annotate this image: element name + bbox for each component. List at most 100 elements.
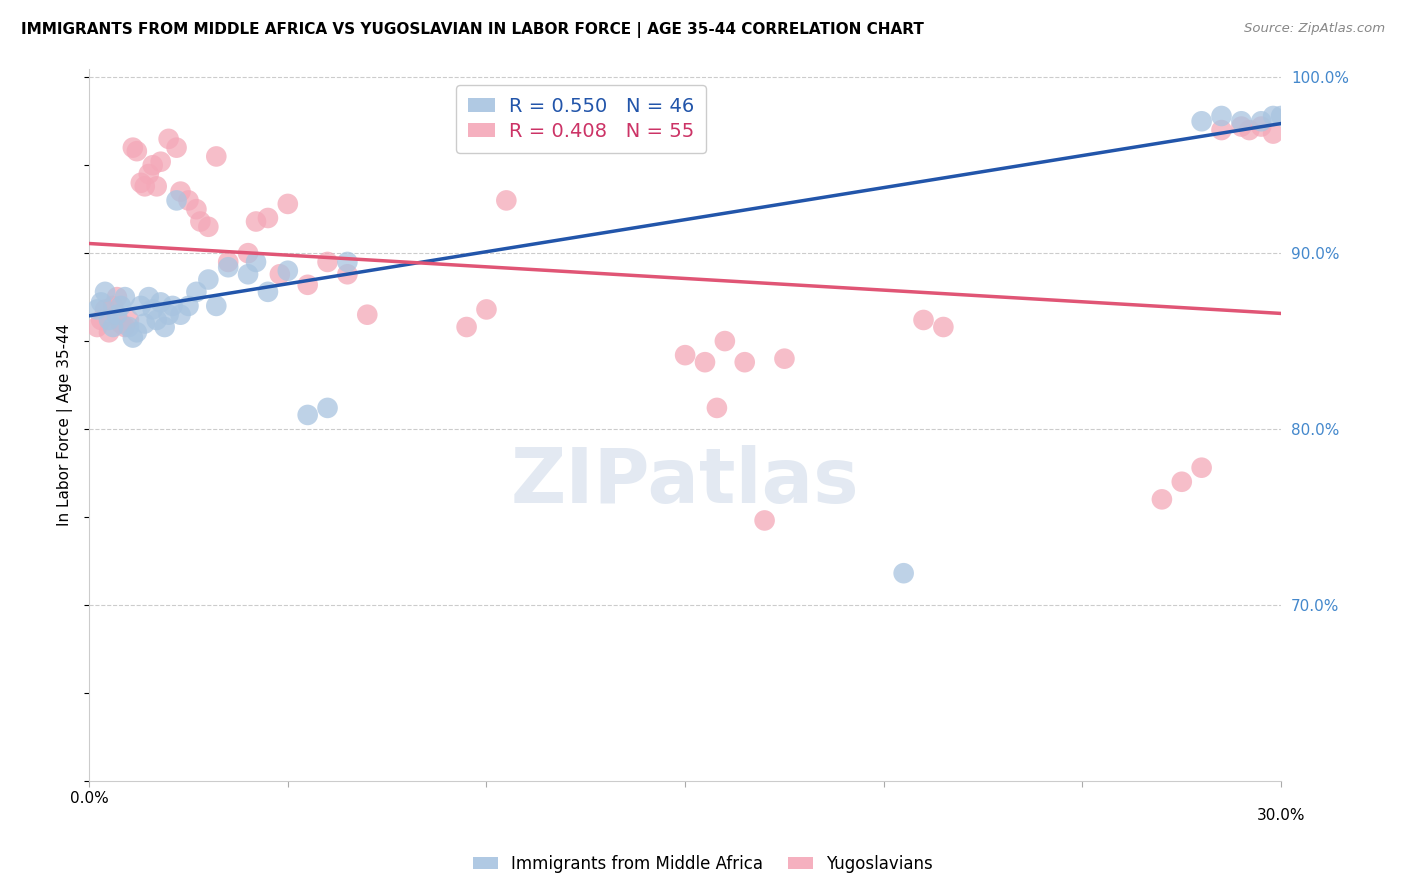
Point <box>110 317 132 331</box>
Point <box>105 308 128 322</box>
Text: IMMIGRANTS FROM MIDDLE AFRICA VS YUGOSLAVIAN IN LABOR FORCE | AGE 35-44 CORRELAT: IMMIGRANTS FROM MIDDLE AFRICA VS YUGOSLA… <box>21 22 924 38</box>
Point <box>1191 114 1213 128</box>
Point <box>1171 475 1194 489</box>
Point <box>114 290 136 304</box>
Point <box>1191 460 1213 475</box>
Point <box>1263 127 1285 141</box>
Point <box>673 120 696 134</box>
Point <box>105 290 128 304</box>
Point <box>125 326 148 340</box>
Point <box>118 313 141 327</box>
Point <box>98 326 121 340</box>
Point <box>110 299 132 313</box>
Point <box>166 194 188 208</box>
Point <box>134 179 156 194</box>
Point <box>734 355 756 369</box>
Point <box>190 214 212 228</box>
Point <box>1230 120 1253 134</box>
Point <box>257 211 280 225</box>
Point <box>142 158 165 172</box>
Point <box>157 308 180 322</box>
Point <box>205 299 228 313</box>
Point <box>90 313 112 327</box>
Point <box>138 167 160 181</box>
Point <box>1230 114 1253 128</box>
Point <box>1263 109 1285 123</box>
Point <box>316 255 339 269</box>
Point <box>129 176 152 190</box>
Point <box>94 285 117 299</box>
Point <box>205 149 228 163</box>
Point <box>145 179 167 194</box>
Point <box>475 302 498 317</box>
Point <box>153 320 176 334</box>
Point <box>754 513 776 527</box>
Y-axis label: In Labor Force | Age 35-44: In Labor Force | Age 35-44 <box>58 324 73 525</box>
Point <box>673 348 696 362</box>
Point <box>149 295 172 310</box>
Point <box>177 194 200 208</box>
Point <box>1239 123 1261 137</box>
Point <box>157 132 180 146</box>
Point <box>125 144 148 158</box>
Point <box>245 214 267 228</box>
Point <box>706 401 728 415</box>
Point <box>101 299 124 313</box>
Point <box>142 302 165 317</box>
Point <box>495 194 517 208</box>
Point <box>86 302 108 317</box>
Point <box>149 154 172 169</box>
Point <box>86 320 108 334</box>
Point <box>356 308 378 322</box>
Point <box>197 219 219 234</box>
Point <box>634 109 657 123</box>
Point <box>177 299 200 313</box>
Point <box>245 255 267 269</box>
Point <box>118 320 141 334</box>
Point <box>269 267 291 281</box>
Point <box>714 334 737 348</box>
Point <box>197 272 219 286</box>
Text: 30.0%: 30.0% <box>1257 808 1305 823</box>
Point <box>236 246 259 260</box>
Point <box>257 285 280 299</box>
Point <box>121 141 143 155</box>
Point <box>114 320 136 334</box>
Point <box>217 260 239 275</box>
Point <box>1150 492 1173 507</box>
Point <box>121 330 143 344</box>
Point <box>893 566 915 581</box>
Point <box>217 255 239 269</box>
Point <box>169 185 191 199</box>
Point <box>169 308 191 322</box>
Point <box>456 320 478 334</box>
Point <box>166 141 188 155</box>
Point <box>693 355 716 369</box>
Point <box>666 114 689 128</box>
Point <box>129 299 152 313</box>
Point <box>94 302 117 317</box>
Point <box>912 313 935 327</box>
Point <box>90 295 112 310</box>
Point <box>186 202 208 217</box>
Point <box>297 277 319 292</box>
Point <box>654 114 676 128</box>
Point <box>162 299 184 313</box>
Legend: R = 0.550   N = 46, R = 0.408   N = 55: R = 0.550 N = 46, R = 0.408 N = 55 <box>457 86 706 153</box>
Point <box>98 313 121 327</box>
Point <box>145 313 167 327</box>
Point <box>1211 109 1233 123</box>
Point <box>134 317 156 331</box>
Point <box>773 351 796 366</box>
Point <box>336 267 359 281</box>
Point <box>1211 123 1233 137</box>
Point <box>316 401 339 415</box>
Point <box>236 267 259 281</box>
Text: ZIPatlas: ZIPatlas <box>510 444 859 518</box>
Point <box>277 264 299 278</box>
Text: Source: ZipAtlas.com: Source: ZipAtlas.com <box>1244 22 1385 36</box>
Legend: Immigrants from Middle Africa, Yugoslavians: Immigrants from Middle Africa, Yugoslavi… <box>467 848 939 880</box>
Point <box>101 320 124 334</box>
Point <box>932 320 955 334</box>
Point <box>336 255 359 269</box>
